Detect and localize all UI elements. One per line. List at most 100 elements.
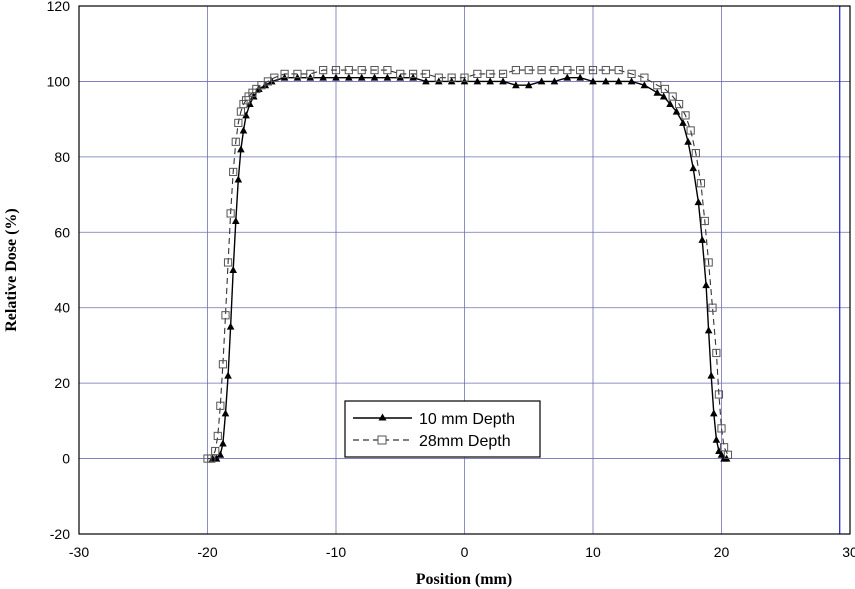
data-point bbox=[660, 84, 670, 94]
data-point bbox=[234, 175, 243, 183]
plot-frame bbox=[78, 5, 851, 535]
data-point bbox=[370, 73, 379, 81]
data-point bbox=[473, 69, 482, 78]
data-point bbox=[512, 81, 520, 89]
data-point bbox=[588, 66, 598, 75]
data-point bbox=[550, 66, 559, 75]
series-layer bbox=[203, 66, 733, 463]
data-point bbox=[524, 66, 533, 75]
data-point bbox=[537, 77, 546, 85]
data-point bbox=[563, 66, 572, 75]
data-point bbox=[679, 118, 687, 126]
data-point bbox=[224, 371, 232, 379]
data-point bbox=[242, 111, 250, 119]
data-point bbox=[226, 322, 235, 330]
data-point bbox=[226, 209, 235, 218]
data-point bbox=[702, 281, 710, 289]
data-point bbox=[473, 77, 482, 85]
data-point bbox=[689, 164, 698, 172]
data-point bbox=[221, 409, 230, 417]
data-point bbox=[700, 216, 709, 226]
data-point bbox=[357, 73, 366, 81]
data-point bbox=[640, 81, 649, 89]
data-point bbox=[653, 81, 662, 90]
y-tick-label: 60 bbox=[54, 224, 70, 240]
data-point bbox=[231, 137, 240, 146]
data-point bbox=[486, 69, 495, 78]
data-point bbox=[409, 69, 418, 78]
x-tick-label: -10 bbox=[326, 544, 346, 560]
data-point bbox=[216, 401, 225, 410]
legend-marker-series-1 bbox=[378, 413, 387, 421]
y-tick-label: 80 bbox=[54, 149, 70, 165]
data-point bbox=[707, 371, 716, 379]
data-point bbox=[627, 69, 636, 78]
data-point bbox=[653, 88, 662, 96]
data-point bbox=[723, 450, 733, 459]
data-point bbox=[698, 235, 707, 243]
data-point bbox=[601, 66, 610, 75]
data-point bbox=[332, 73, 340, 81]
y-axis-title: Relative Dose (%) bbox=[3, 208, 20, 332]
data-point bbox=[717, 424, 726, 433]
x-tick-label: 30 bbox=[842, 544, 855, 560]
data-point bbox=[345, 73, 353, 81]
data-point bbox=[666, 100, 674, 108]
x-tick-label: -20 bbox=[197, 544, 217, 560]
data-point bbox=[672, 107, 681, 115]
data-point bbox=[239, 126, 248, 134]
data-point bbox=[550, 77, 559, 85]
x-axis-title: Position (mm) bbox=[416, 571, 512, 588]
data-point bbox=[231, 216, 240, 224]
data-point bbox=[421, 69, 431, 78]
data-point bbox=[499, 77, 507, 85]
data-point bbox=[524, 81, 533, 89]
data-point bbox=[694, 198, 703, 206]
data-point bbox=[237, 145, 245, 153]
data-point bbox=[383, 73, 392, 81]
data-point bbox=[223, 258, 233, 267]
x-tick-label: 0 bbox=[461, 544, 469, 560]
data-point bbox=[511, 66, 520, 75]
data-point bbox=[293, 69, 302, 78]
legend-marker-series-2 bbox=[377, 435, 387, 445]
data-point bbox=[216, 450, 225, 458]
x-tick-label: -30 bbox=[69, 544, 89, 560]
x-tick-label: 10 bbox=[585, 544, 601, 560]
data-point bbox=[460, 73, 469, 82]
data-point bbox=[357, 66, 366, 75]
data-point bbox=[383, 66, 392, 75]
data-point bbox=[686, 126, 695, 135]
y-tick-label: 120 bbox=[47, 0, 71, 14]
data-point bbox=[602, 77, 610, 85]
data-point bbox=[659, 92, 668, 100]
data-point bbox=[712, 435, 721, 443]
y-tick-label: 20 bbox=[54, 375, 70, 391]
data-point bbox=[319, 73, 327, 81]
data-point bbox=[684, 137, 692, 145]
series-line bbox=[207, 69, 729, 460]
data-point bbox=[370, 66, 379, 75]
data-point bbox=[614, 77, 623, 85]
data-point bbox=[589, 77, 597, 85]
legend-box bbox=[344, 400, 541, 458]
legend-label-series-1: 10 mm Depth bbox=[419, 411, 515, 428]
data-point bbox=[319, 66, 328, 75]
y-tick-label: 40 bbox=[54, 300, 70, 316]
data-point bbox=[714, 390, 724, 399]
x-tick-label: 20 bbox=[714, 544, 730, 560]
x-tick-labels: -30 -20 -10 0 10 20 30 bbox=[69, 544, 855, 560]
data-point bbox=[229, 167, 238, 177]
data-point bbox=[211, 446, 220, 456]
data-point bbox=[627, 77, 636, 85]
data-point bbox=[614, 66, 623, 75]
data-point bbox=[434, 73, 443, 82]
data-point bbox=[681, 111, 690, 120]
data-point bbox=[691, 148, 700, 158]
data-point bbox=[396, 69, 405, 78]
data-point bbox=[709, 409, 718, 417]
data-point bbox=[213, 431, 222, 441]
data-point bbox=[696, 179, 706, 188]
data-point bbox=[576, 66, 585, 75]
data-point bbox=[668, 92, 677, 101]
